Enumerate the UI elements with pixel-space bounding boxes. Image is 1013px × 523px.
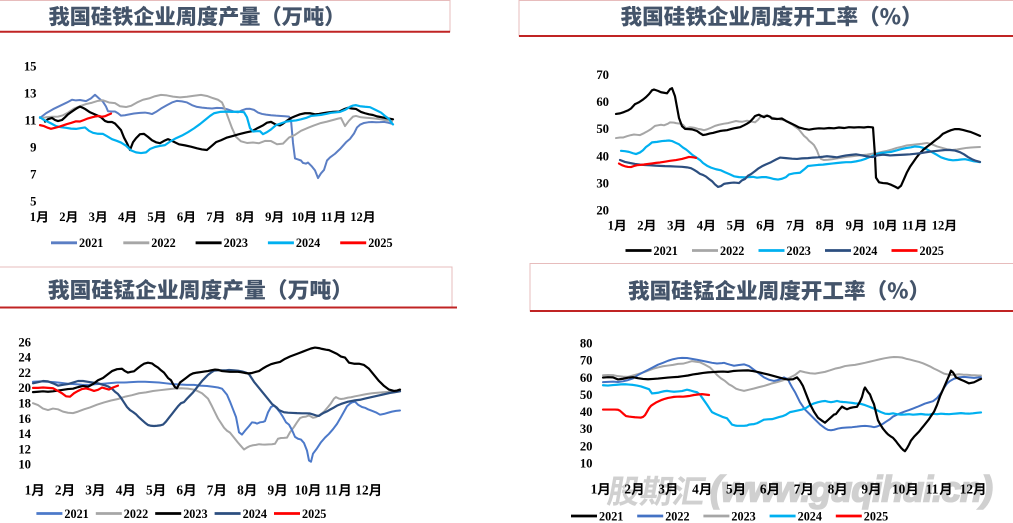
svg-text:2021: 2021 [64, 507, 88, 521]
svg-text:2: 2 [59, 210, 65, 224]
svg-text:2024: 2024 [296, 236, 320, 250]
svg-text:11: 11 [25, 113, 37, 127]
svg-text:8: 8 [237, 483, 244, 498]
svg-text:10: 10 [291, 210, 304, 224]
svg-text:2023: 2023 [787, 244, 811, 258]
svg-text:8: 8 [236, 210, 242, 224]
svg-text:4: 4 [118, 210, 125, 224]
svg-text:5: 5 [727, 219, 733, 233]
svg-text:20: 20 [596, 204, 609, 218]
svg-text:6: 6 [760, 482, 767, 497]
svg-text:2021: 2021 [654, 244, 678, 258]
svg-text:10: 10 [580, 456, 593, 470]
svg-text:8: 8 [828, 482, 835, 497]
svg-text:2022: 2022 [124, 507, 148, 521]
svg-text:2023: 2023 [183, 507, 207, 521]
svg-text:9: 9 [268, 483, 275, 498]
svg-text:12: 12 [960, 482, 974, 497]
svg-text:5: 5 [146, 483, 153, 498]
svg-text:22: 22 [18, 366, 31, 380]
svg-text:50: 50 [580, 388, 593, 402]
svg-text:2021: 2021 [599, 509, 623, 523]
svg-text:(www.guqihui.cn): (www.guqihui.cn) [710, 469, 993, 510]
svg-text:2025: 2025 [920, 244, 944, 258]
svg-text:10: 10 [295, 483, 309, 498]
svg-text:30: 30 [580, 422, 593, 436]
svg-text:5: 5 [726, 482, 733, 497]
svg-text:2: 2 [637, 219, 643, 233]
svg-text:6: 6 [176, 483, 183, 498]
svg-text:4: 4 [692, 482, 699, 497]
svg-text:40: 40 [596, 149, 609, 163]
svg-text:2: 2 [55, 483, 62, 498]
svg-text:7: 7 [786, 219, 792, 233]
svg-text:12: 12 [18, 442, 31, 456]
svg-text:50: 50 [596, 122, 609, 136]
svg-text:12: 12 [355, 483, 369, 498]
svg-text:2025: 2025 [368, 236, 392, 250]
svg-text:1: 1 [25, 483, 32, 498]
svg-text:26: 26 [18, 335, 31, 349]
svg-text:9: 9 [265, 210, 271, 224]
svg-text:60: 60 [580, 371, 593, 385]
svg-text:11: 11 [926, 482, 939, 497]
svg-text:7: 7 [794, 482, 801, 497]
svg-text:70: 70 [596, 68, 609, 82]
svg-text:1: 1 [608, 219, 614, 233]
svg-text:7: 7 [206, 210, 212, 224]
svg-text:12: 12 [350, 210, 363, 224]
svg-text:2024: 2024 [798, 509, 822, 523]
svg-text:5: 5 [147, 210, 153, 224]
svg-text:12: 12 [932, 219, 945, 233]
svg-text:2025: 2025 [302, 507, 326, 521]
svg-text:2022: 2022 [665, 509, 689, 523]
svg-text:6: 6 [177, 210, 183, 224]
svg-text:7: 7 [30, 167, 37, 181]
svg-text:40: 40 [580, 405, 593, 419]
svg-text:3: 3 [85, 483, 92, 498]
svg-text:70: 70 [580, 354, 593, 368]
svg-text:8: 8 [816, 219, 822, 233]
svg-text:10: 10 [892, 482, 906, 497]
svg-text:3: 3 [89, 210, 95, 224]
svg-text:30: 30 [596, 176, 609, 190]
svg-text:15: 15 [24, 59, 37, 73]
svg-text:14: 14 [18, 427, 31, 441]
svg-text:24: 24 [18, 351, 31, 365]
svg-text:16: 16 [18, 412, 31, 426]
svg-text:5: 5 [30, 194, 36, 208]
svg-text:4: 4 [697, 219, 704, 233]
svg-text:9: 9 [30, 140, 36, 154]
svg-text:13: 13 [24, 86, 37, 100]
svg-text:10: 10 [18, 458, 31, 472]
svg-text:3: 3 [658, 482, 665, 497]
svg-text:20: 20 [18, 381, 31, 395]
svg-text:60: 60 [596, 95, 609, 109]
svg-text:2: 2 [624, 482, 631, 497]
svg-text:9: 9 [861, 482, 868, 497]
svg-text:4: 4 [116, 483, 123, 498]
svg-text:3: 3 [667, 219, 673, 233]
svg-text:7: 7 [207, 483, 214, 498]
svg-text:11: 11 [325, 483, 338, 498]
svg-text:18: 18 [18, 397, 31, 411]
svg-text:2023: 2023 [731, 509, 755, 523]
svg-text:2023: 2023 [224, 236, 248, 250]
svg-text:80: 80 [580, 337, 593, 351]
svg-text:20: 20 [580, 439, 593, 453]
svg-text:2022: 2022 [720, 244, 744, 258]
svg-text:9: 9 [846, 219, 852, 233]
svg-text:2022: 2022 [151, 236, 175, 250]
svg-text:10: 10 [872, 219, 885, 233]
svg-text:11: 11 [902, 219, 914, 233]
svg-text:2025: 2025 [864, 509, 888, 523]
svg-text:11: 11 [321, 210, 333, 224]
svg-text:2024: 2024 [853, 244, 877, 258]
svg-text:6: 6 [756, 219, 762, 233]
svg-text:2024: 2024 [243, 507, 267, 521]
svg-text:1: 1 [30, 210, 36, 224]
svg-text:2021: 2021 [79, 236, 103, 250]
svg-text:1: 1 [591, 482, 598, 497]
